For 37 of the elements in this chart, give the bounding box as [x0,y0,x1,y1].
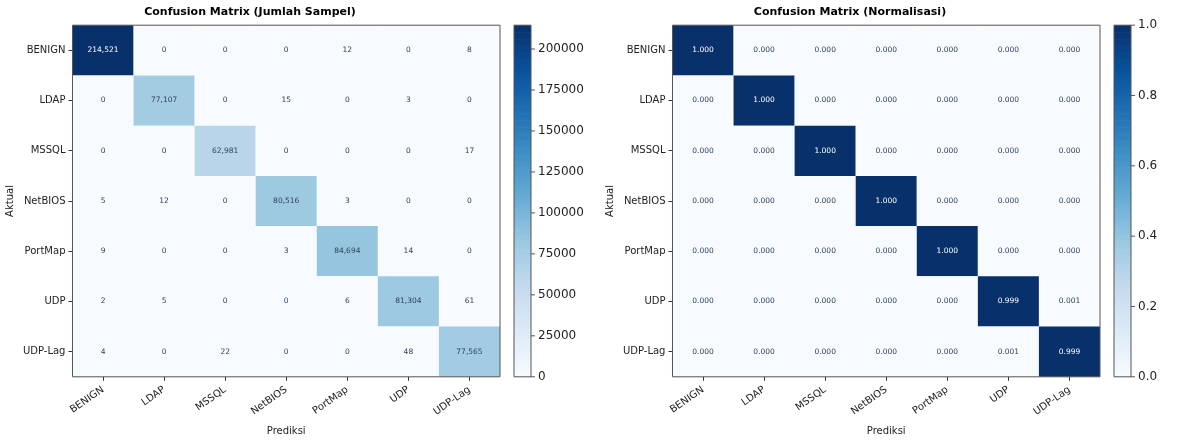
color-bar-label: 0.2 [1138,298,1158,313]
color-bar-label: 125000 [538,164,584,179]
color-bar-label: 25000 [538,327,577,342]
color-bar-label: 0 [538,368,546,383]
color-bar-label: 0.0 [1138,368,1158,383]
color-bar-label: 0.8 [1138,87,1158,102]
y-tick-label: MSSQL [30,144,66,156]
x-axis-title: Prediksi [266,424,306,436]
y-tick-label: PortMap [624,244,666,256]
color-bar-label: 200000 [538,41,584,56]
x-tick-label: UDP [987,383,1012,405]
y-tick-label: LDAP [39,94,66,106]
y-axis-title: Aktual [3,185,15,217]
x-axis-title: Prediksi [866,424,906,436]
color-bar-label: 100000 [538,205,584,220]
color-bar-label: 175000 [538,82,584,97]
chart-title: Confusion Matrix (Jumlah Sampel) [144,5,356,19]
color-bar-label: 75000 [538,246,577,260]
color-bar-label: 50000 [538,286,577,301]
y-tick-label: UDP [644,295,666,307]
chart-title: Confusion Matrix (Normalisasi) [753,5,947,19]
y-axis-title: Aktual [603,185,615,217]
color-bar-label: 0.4 [1138,228,1158,243]
y-tick-label: BENIGN [626,43,666,55]
y-tick-label: UDP-Lag [22,345,66,357]
y-tick-label: NetBIOS [23,194,66,206]
y-tick-label: PortMap [24,244,66,256]
y-tick-label: NetBIOS [623,194,666,206]
x-tick-label: UDP [387,383,412,405]
y-tick-label: UDP [44,295,66,307]
color-bar-label: 150000 [538,123,584,138]
y-tick-label: UDP-Lag [622,345,666,357]
color-bar-label: 0.6 [1138,157,1158,172]
y-tick-label: MSSQL [630,144,666,156]
y-tick-label: BENIGN [26,43,66,55]
y-tick-label: LDAP [639,94,666,106]
color-bar-label: 1.0 [1138,17,1158,32]
